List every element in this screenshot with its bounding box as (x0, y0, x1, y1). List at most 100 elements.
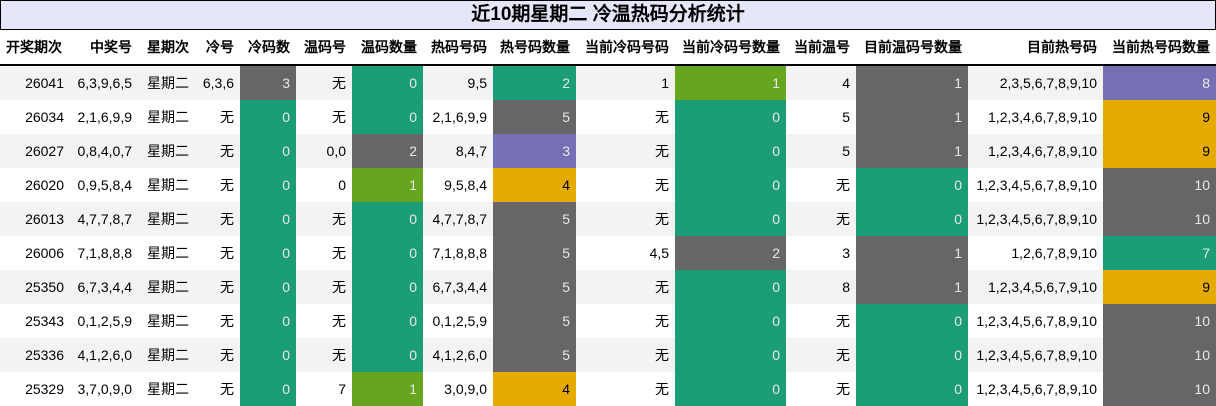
table-cell: 4,1,2,6,0 (423, 338, 493, 372)
table-cell: 26020 (0, 168, 70, 202)
table-row: 25329 3,7,0,9,0 星期二无 0 7 1 3,0,9,0 4 无 0 无 0 1,2,3,4… (0, 372, 1216, 406)
table-cell: 4,7,7,8,7 (70, 202, 138, 236)
table-cell: 无 (576, 134, 675, 168)
table-cell: 无 (786, 338, 856, 372)
table-cell: 无 (195, 236, 240, 270)
table-cell: 0 (240, 100, 296, 134)
table-cell: 10 (1103, 338, 1216, 372)
table-cell: 0 (240, 202, 296, 236)
table-cell: 26013 (0, 202, 70, 236)
table-cell: 无 (296, 338, 352, 372)
table-cell: 0 (856, 304, 968, 338)
table-cell: 9,5,8,4 (423, 168, 493, 202)
column-header: 开奖期次 (0, 30, 70, 66)
table-row: 25336 4,1,2,6,0 星期二无 0 无 0 4,1,2,6,0 5 无 0 无 0 1,2,3… (0, 338, 1216, 372)
table-cell: 6,7,3,4,4 (70, 270, 138, 304)
table-cell: 无 (195, 100, 240, 134)
table-cell: 25350 (0, 270, 70, 304)
table-cell: 星期二 (138, 236, 195, 270)
table-cell: 1 (856, 65, 968, 100)
table-cell: 无 (195, 372, 240, 406)
table-cell: 1,2,3,4,5,6,7,8,9,10 (968, 338, 1103, 372)
table-cell: 无 (786, 168, 856, 202)
table-cell: 4 (493, 168, 576, 202)
table-cell: 3,0,9,0 (423, 372, 493, 406)
table-cell: 0,9,5,8,4 (70, 168, 138, 202)
table-cell: 无 (576, 270, 675, 304)
table-cell: 4 (493, 372, 576, 406)
table-cell: 2,1,6,9,9 (423, 100, 493, 134)
table-cell: 9 (1103, 270, 1216, 304)
table-cell: 10 (1103, 372, 1216, 406)
table-cell: 1 (576, 65, 675, 100)
table-cell: 1 (856, 270, 968, 304)
table-cell: 2 (675, 236, 786, 270)
table-cell: 0 (240, 372, 296, 406)
table-cell: 9,5 (423, 65, 493, 100)
table-cell: 无 (296, 100, 352, 134)
table-row: 26041 6,3,9,6,5 星期二 6,3,6 3 无 0 9,5 2 1 1 4 1 2,3,5,6… (0, 65, 1216, 100)
table-cell: 10 (1103, 202, 1216, 236)
table-cell: 1,2,3,4,5,6,7,8,9,10 (968, 168, 1103, 202)
table-cell: 星期二 (138, 202, 195, 236)
table-cell: 6,7,3,4,4 (423, 270, 493, 304)
table-cell: 无 (576, 338, 675, 372)
table-cell: 无 (195, 134, 240, 168)
table-cell: 5 (786, 134, 856, 168)
column-header: 冷号 (195, 30, 240, 66)
table-cell: 5 (493, 338, 576, 372)
table-body: 26041 6,3,9,6,5 星期二 6,3,6 3 无 0 9,5 2 1 1 4 1 2,3,5,6… (0, 65, 1216, 406)
table-cell: 26041 (0, 65, 70, 100)
table-cell: 0 (352, 65, 423, 100)
table-cell: 8 (786, 270, 856, 304)
table-cell: 0 (352, 202, 423, 236)
table-cell: 无 (786, 304, 856, 338)
table-cell: 0 (352, 100, 423, 134)
table-cell: 无 (576, 202, 675, 236)
table-cell: 0 (675, 168, 786, 202)
table-cell: 9 (1103, 100, 1216, 134)
table-cell: 1 (675, 65, 786, 100)
table-cell: 26034 (0, 100, 70, 134)
table-cell: 6,3,6 (195, 65, 240, 100)
table-cell: 无 (576, 168, 675, 202)
table-cell: 无 (296, 304, 352, 338)
table-row: 26006 7,1,8,8,8 星期二无 0 无 0 7,1,8,8,8 5 4,5 2 3 1 1,2… (0, 236, 1216, 270)
table-cell: 无 (296, 236, 352, 270)
table-cell: 0 (675, 134, 786, 168)
table-row: 26027 0,8,4,0,7 星期二无 0 0,0 2 8,4,7 3 无 0 5 1 1,2,3,4… (0, 134, 1216, 168)
table-cell: 7 (1103, 236, 1216, 270)
table-cell: 0 (240, 134, 296, 168)
table-cell: 无 (786, 202, 856, 236)
table-cell: 0 (352, 338, 423, 372)
table-cell: 25336 (0, 338, 70, 372)
table-cell: 星期二 (138, 338, 195, 372)
table-cell: 7 (296, 372, 352, 406)
table-cell: 2,3,5,6,7,8,9,10 (968, 65, 1103, 100)
table-cell: 无 (296, 202, 352, 236)
table-cell: 星期二 (138, 270, 195, 304)
table-cell: 10 (1103, 168, 1216, 202)
table-cell: 1,2,3,4,6,7,8,9,10 (968, 134, 1103, 168)
table-cell: 3,7,0,9,0 (70, 372, 138, 406)
table-cell: 0,0 (296, 134, 352, 168)
cold-warm-hot-stats-table: 开奖期次 中奖号 星期次 冷号 冷码数 温码号 温码数量 热码号码 热号码数量 当前冷码号码 当前冷… (0, 30, 1216, 406)
table-cell: 无 (296, 270, 352, 304)
column-header: 目前热号码 (968, 30, 1103, 66)
table-cell: 无 (195, 270, 240, 304)
header-row: 开奖期次 中奖号 星期次 冷号 冷码数 温码号 温码数量 热码号码 热号码数量 当前冷码号码 当前冷… (0, 30, 1216, 66)
table-cell: 5 (493, 304, 576, 338)
table-cell: 1 (352, 168, 423, 202)
table-cell: 无 (195, 202, 240, 236)
table-cell: 0 (856, 202, 968, 236)
table-cell: 0 (675, 338, 786, 372)
table-cell: 星期二 (138, 65, 195, 100)
table-cell: 0 (675, 202, 786, 236)
table-cell: 25343 (0, 304, 70, 338)
column-header: 热码号码 (423, 30, 493, 66)
table-cell: 星期二 (138, 372, 195, 406)
column-header: 中奖号 (70, 30, 138, 66)
table-cell: 26027 (0, 134, 70, 168)
table-cell: 星期二 (138, 304, 195, 338)
table-cell: 1 (856, 134, 968, 168)
